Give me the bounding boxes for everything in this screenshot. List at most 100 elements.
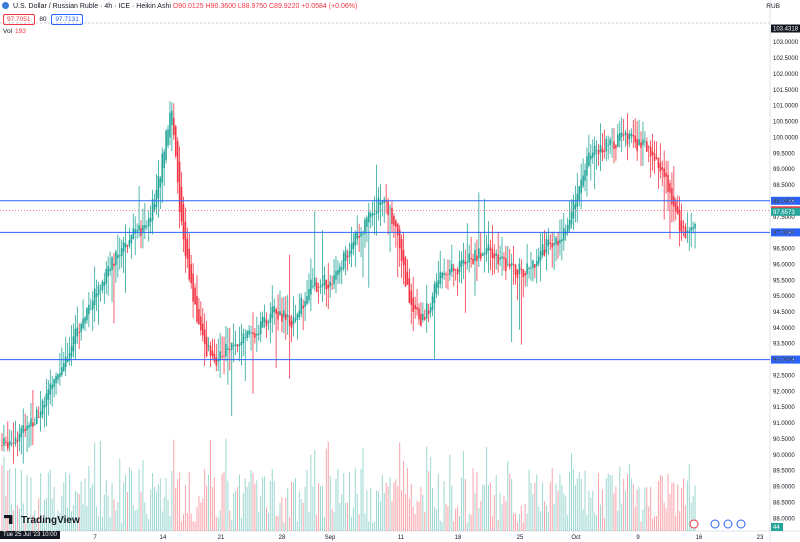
symbol-title[interactable]: U.S. Dollar / Russian Ruble · 4h · ICE ·… bbox=[12, 3, 171, 10]
volume-bar bbox=[665, 508, 667, 531]
volume-bar bbox=[542, 482, 544, 531]
volume-bar bbox=[198, 495, 200, 531]
candle-body bbox=[171, 110, 173, 126]
volume-bar bbox=[366, 490, 368, 531]
price-tick-label: 90.0000 bbox=[773, 453, 795, 459]
volume-bar bbox=[455, 508, 457, 531]
volume-bar bbox=[269, 480, 271, 531]
volume-bar bbox=[13, 510, 15, 531]
volume-bar bbox=[171, 471, 173, 531]
volume-bar bbox=[679, 511, 681, 531]
volume-bar bbox=[675, 515, 677, 531]
volume-bar bbox=[248, 481, 250, 531]
candle-body bbox=[464, 261, 467, 265]
candle-body bbox=[590, 155, 592, 160]
buy-price-button[interactable]: 97.7131 bbox=[51, 14, 83, 25]
volume-bar bbox=[283, 522, 285, 531]
crosshair-date-label: Tue 25 Jul '23 10:00 bbox=[0, 531, 60, 539]
volume-bar bbox=[466, 522, 468, 531]
volume-bar bbox=[495, 475, 497, 531]
candle-body bbox=[414, 304, 416, 310]
volume-bar bbox=[580, 478, 582, 531]
candle-body bbox=[445, 274, 447, 276]
candle-body bbox=[649, 146, 652, 157]
price-tick-label: 101.0000 bbox=[773, 104, 799, 110]
candle-body bbox=[64, 356, 67, 368]
volume-bar bbox=[240, 517, 242, 531]
candle-body bbox=[659, 162, 662, 172]
volume-bar bbox=[233, 493, 235, 531]
volume-bar bbox=[601, 489, 603, 531]
time-axis[interactable]: 7 14 21 28 Sep 11 18 25 Oct 9 16 23 bbox=[93, 535, 764, 541]
volume-bar bbox=[377, 491, 379, 531]
candle-body bbox=[634, 135, 637, 143]
volume-bar bbox=[107, 495, 109, 531]
candle-body bbox=[640, 142, 642, 148]
candle-body bbox=[215, 357, 218, 366]
candle-body bbox=[304, 301, 306, 308]
candle-body bbox=[308, 289, 310, 301]
volume-bar bbox=[152, 472, 154, 531]
candle-body bbox=[605, 138, 608, 152]
candle-body bbox=[615, 145, 617, 149]
candle-body bbox=[462, 259, 465, 264]
volume-bar bbox=[515, 513, 517, 531]
candle-body bbox=[205, 336, 208, 357]
volume-bar bbox=[607, 473, 609, 531]
volume-bar bbox=[594, 512, 596, 531]
candle-body bbox=[418, 308, 420, 320]
currency-label[interactable]: RUB bbox=[766, 3, 780, 10]
volume-bar bbox=[634, 507, 636, 531]
candle-body bbox=[20, 428, 23, 438]
price-tick-label: 92.5000 bbox=[773, 373, 795, 379]
volume-bar bbox=[625, 490, 627, 531]
volume-bar bbox=[229, 510, 231, 531]
volume-bar bbox=[65, 471, 67, 531]
candle-body bbox=[261, 316, 264, 328]
candle-body bbox=[597, 150, 600, 155]
volume-bar bbox=[688, 463, 690, 531]
price-tick-label: 93.0000 bbox=[773, 358, 795, 364]
volume-bar bbox=[210, 439, 211, 531]
candle-body bbox=[350, 243, 353, 254]
volume-bar bbox=[82, 504, 84, 531]
candle-body bbox=[174, 126, 177, 157]
candle-body bbox=[663, 168, 665, 177]
candle-body bbox=[250, 332, 252, 333]
price-axis[interactable]: 103.0000 102.5000 102.0000 101.5000 101.0000… bbox=[773, 40, 799, 522]
candle-body bbox=[273, 305, 276, 313]
volume-bar bbox=[267, 512, 269, 531]
volume-bar bbox=[632, 483, 634, 531]
volume-bar bbox=[202, 498, 204, 531]
sell-price-button[interactable]: 97.7051 bbox=[3, 14, 35, 25]
volume-bar bbox=[140, 492, 142, 531]
candle-body bbox=[470, 257, 472, 260]
volume-bar bbox=[57, 510, 59, 531]
volume-bar bbox=[123, 483, 125, 531]
candle-body bbox=[688, 230, 691, 232]
candle-body bbox=[284, 313, 287, 321]
candle-body bbox=[37, 416, 40, 418]
candle-body bbox=[570, 212, 573, 225]
candle-body bbox=[184, 221, 187, 256]
volume-bar bbox=[571, 453, 573, 531]
volume-bar bbox=[451, 485, 453, 531]
tradingview-logo[interactable]: TradingView bbox=[4, 515, 80, 526]
volume-bar bbox=[391, 501, 393, 531]
volume-bar bbox=[78, 494, 80, 531]
volume-bar bbox=[296, 521, 298, 531]
candle-body bbox=[248, 330, 250, 335]
volume-bar bbox=[470, 514, 472, 531]
price-tick-label: 102.0000 bbox=[773, 72, 799, 78]
volume-bar bbox=[264, 476, 266, 531]
horizontal-levels[interactable]: 98.0038 97.0080 93.0003 bbox=[0, 196, 800, 364]
candle-body bbox=[238, 343, 241, 346]
candle-body bbox=[182, 204, 185, 240]
candle-body bbox=[86, 308, 88, 321]
candle-body bbox=[252, 332, 254, 335]
volume-bar bbox=[403, 460, 405, 531]
candle-body bbox=[88, 304, 90, 315]
volume-bar bbox=[281, 497, 283, 531]
candle-body bbox=[294, 319, 297, 321]
